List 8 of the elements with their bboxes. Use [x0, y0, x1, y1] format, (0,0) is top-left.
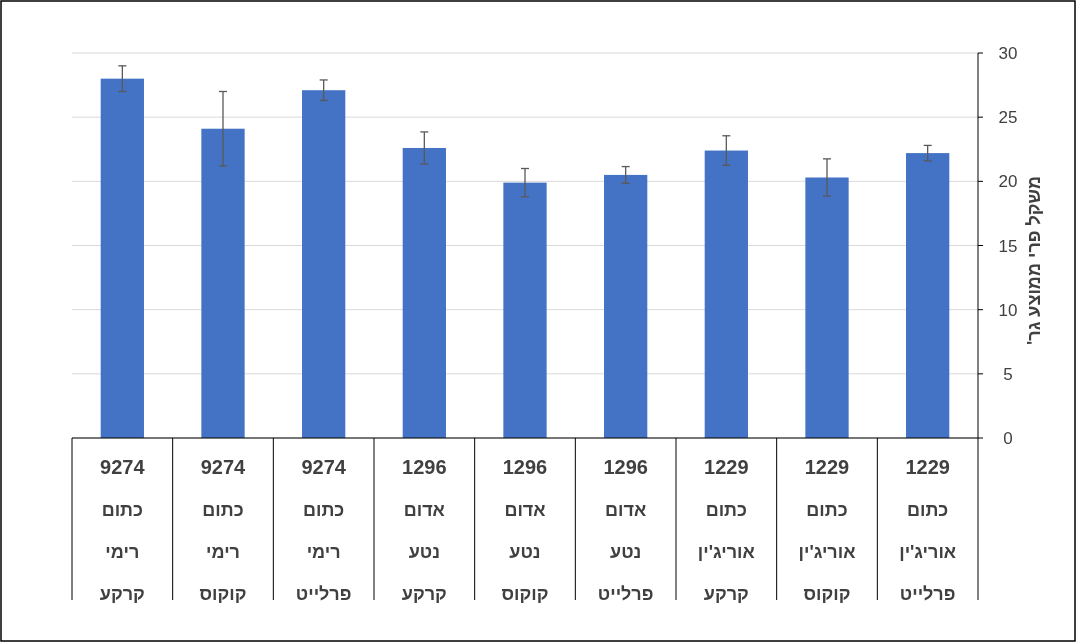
ytick-label: 15 — [998, 236, 1018, 256]
ytick-label: 20 — [998, 172, 1018, 192]
ytick-label: 0 — [1003, 429, 1013, 448]
ylabel: משקל פרי ממוצע גר' — [1024, 176, 1044, 345]
ytick-label: 10 — [998, 300, 1018, 320]
ytick-label: 5 — [1003, 364, 1013, 384]
ytick-label: 30 — [998, 44, 1018, 63]
ytick-label: 25 — [998, 108, 1018, 128]
